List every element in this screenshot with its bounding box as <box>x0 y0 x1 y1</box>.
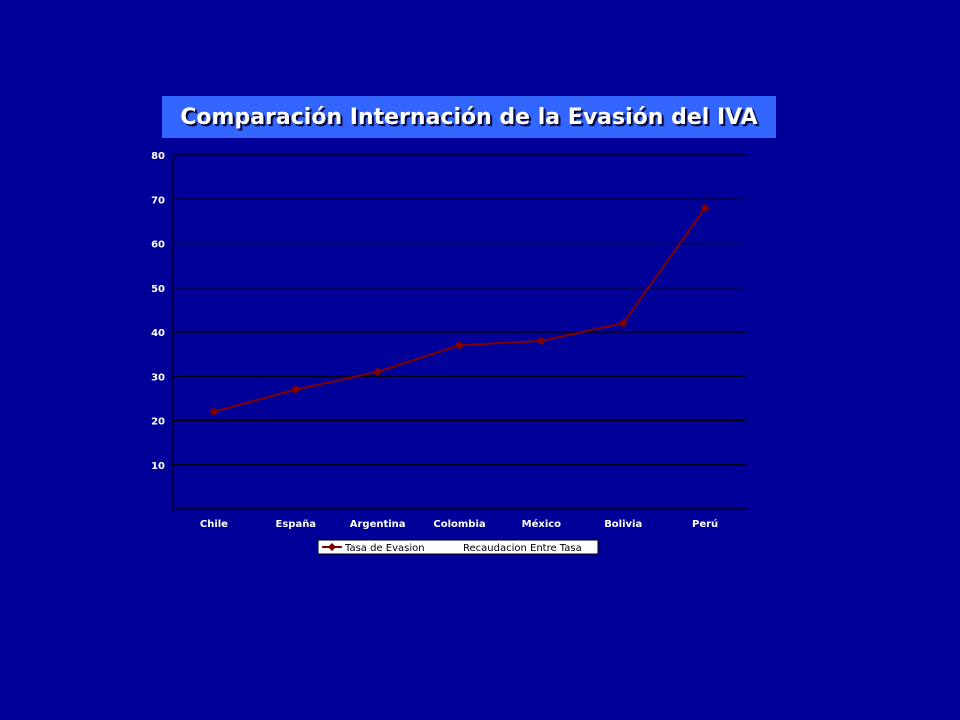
x-tick-label: Bolivia <box>604 519 642 530</box>
chart-title-box: Comparación Internación de la Evasión de… <box>162 96 776 138</box>
data-point <box>536 336 546 346</box>
x-tick-label: Chile <box>200 519 228 530</box>
data-point <box>455 340 464 350</box>
y-tick-label: 30 <box>151 372 165 383</box>
data-point <box>209 407 219 417</box>
legend-swatch-marker <box>328 543 336 551</box>
gridlines <box>173 154 746 466</box>
series-group <box>209 203 710 417</box>
x-axis-ticks: Chile España Argentina Colombia México Bolivi… <box>200 518 718 530</box>
data-point <box>618 318 628 328</box>
x-tick-label: Colombia <box>433 519 485 530</box>
legend-entry-label: Recaudacion Entre Tasa <box>463 543 582 554</box>
data-point <box>291 385 301 395</box>
x-tick-label: España <box>276 519 317 530</box>
y-axis-ticks: 10 20 30 40 50 60 70 80 <box>151 151 165 472</box>
y-tick-label: 10 <box>151 461 165 472</box>
y-tick-label: 20 <box>151 417 165 428</box>
x-tick-label: Perú <box>692 518 718 530</box>
y-tick-label: 40 <box>151 328 165 339</box>
legend-entry-label: Tasa de Evasion <box>344 543 425 554</box>
y-tick-label: 50 <box>151 284 165 295</box>
y-tick-label: 80 <box>151 151 165 162</box>
data-point <box>373 367 383 377</box>
x-tick-label: Argentina <box>350 519 406 530</box>
axes <box>172 155 746 510</box>
y-tick-label: 70 <box>151 195 165 206</box>
legend-box <box>317 539 599 555</box>
chart-title: Comparación Internación de la Evasión de… <box>180 104 758 130</box>
legend: Tasa de Evasion Recaudacion Entre Tasa <box>317 539 599 555</box>
x-tick-label: México <box>522 518 562 530</box>
y-tick-label: 60 <box>151 240 165 251</box>
data-point <box>700 203 710 213</box>
series-line <box>213 207 706 413</box>
